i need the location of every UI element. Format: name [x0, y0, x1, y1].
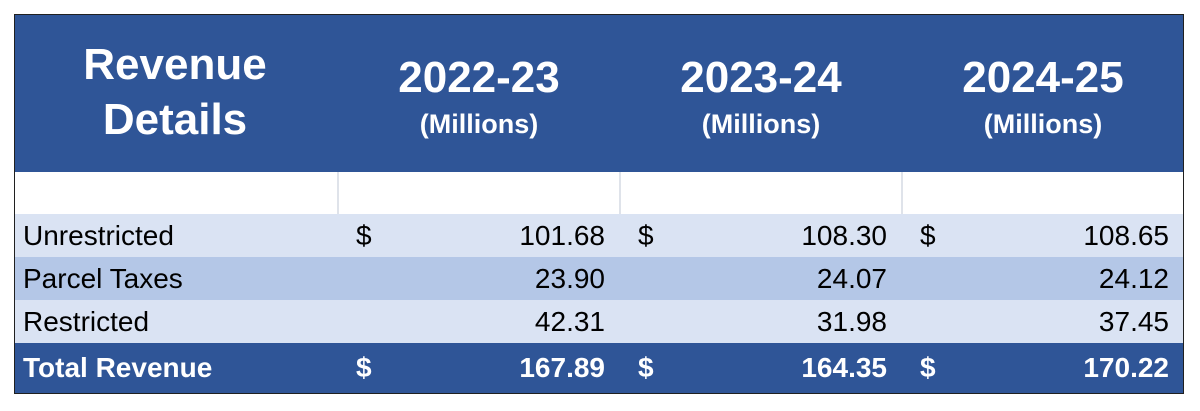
value-cell: 24.12	[1098, 262, 1169, 294]
column-year-2023-24: 2023-24	[680, 53, 842, 102]
column-year-2022-23: 2022-23	[398, 53, 560, 102]
revenue-table: Revenue Details 2022-23 (Millions) 2023-…	[14, 14, 1184, 394]
blank-spacer-row	[15, 172, 1183, 214]
column-unit-2023-24: (Millions)	[701, 109, 821, 139]
currency-symbol: $	[920, 219, 936, 251]
currency-symbol: $	[638, 352, 654, 383]
table-row-unrestricted: Unrestricted $ 101.68 $ 108.30 $ 108.65	[15, 214, 1183, 257]
table-title: Revenue Details	[15, 37, 335, 147]
title-line-2: Details	[102, 95, 248, 144]
row-label: Parcel Taxes	[23, 262, 183, 294]
value-cell: 23.90	[534, 262, 605, 294]
currency-symbol: $	[356, 352, 372, 383]
row-label: Unrestricted	[23, 219, 174, 251]
column-divider	[619, 172, 621, 214]
table-row-total-revenue: Total Revenue $ 167.89 $ 164.35 $ 170.22	[15, 343, 1183, 393]
value-cell: 108.65	[1083, 219, 1169, 251]
column-divider	[337, 172, 339, 214]
currency-symbol: $	[920, 352, 936, 383]
table-header: Revenue Details 2022-23 (Millions) 2023-…	[15, 15, 1183, 172]
total-value-cell: 167.89	[519, 352, 605, 383]
table-row-restricted: Restricted 42.31 31.98 37.45	[15, 300, 1183, 343]
column-divider	[901, 172, 903, 214]
table-row-parcel-taxes: Parcel Taxes 23.90 24.07 24.12	[15, 257, 1183, 300]
value-cell: 108.30	[801, 219, 887, 251]
total-label: Total Revenue	[23, 352, 213, 383]
title-line-1: Revenue	[83, 40, 267, 89]
column-unit-2024-25: (Millions)	[983, 109, 1103, 139]
total-value-cell: 164.35	[801, 352, 887, 383]
value-cell: 37.45	[1098, 305, 1169, 337]
value-cell: 42.31	[534, 305, 605, 337]
column-unit-2022-23: (Millions)	[419, 109, 539, 139]
value-cell: 101.68	[519, 219, 605, 251]
currency-symbol: $	[356, 219, 372, 251]
column-year-2024-25: 2024-25	[962, 53, 1124, 102]
currency-symbol: $	[638, 219, 654, 251]
value-cell: 31.98	[816, 305, 887, 337]
row-label: Restricted	[23, 305, 150, 337]
total-value-cell: 170.22	[1083, 352, 1169, 383]
value-cell: 24.07	[816, 262, 887, 294]
